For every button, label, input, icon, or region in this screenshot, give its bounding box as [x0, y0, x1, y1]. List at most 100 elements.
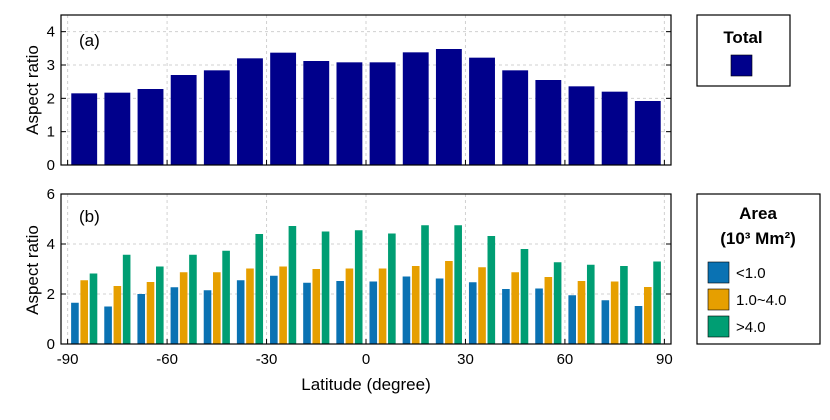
bar-a-Total--55 [170, 75, 197, 165]
bar-b-1.0~4.0--5 [345, 268, 354, 344]
legend-area: Area (10³ Mm²) <1.0 1.0~4.0 >4.0 [696, 193, 821, 345]
b-ytick-label: 6 [47, 186, 55, 203]
a-ytick-label: 0 [47, 157, 55, 174]
bar-b-1.0~4.0--65 [146, 282, 155, 344]
bar-a-Total-65 [568, 86, 595, 165]
yticks-a: 0 1 2 3 4 [47, 24, 671, 174]
bar-b-<1.0-65 [568, 295, 577, 344]
b-ytick-label: 0 [47, 336, 55, 353]
legend-swatch-0 [707, 261, 730, 284]
bar-b-1.0~4.0-85 [643, 287, 652, 344]
bar-b->4.0--45 [222, 250, 230, 344]
bar-b-<1.0-15 [402, 276, 411, 344]
legend-swatch-2 [707, 315, 730, 338]
panel-b: 0 2 4 6 -90 -60 -30 0 30 60 90 (b) Aspect ratio L… [23, 160, 673, 394]
bar-a-Total--75 [104, 92, 131, 165]
legend-swatch-1 [707, 288, 730, 311]
bar-b->4.0--35 [255, 234, 264, 344]
a-ytick-label: 4 [47, 24, 55, 41]
bar-b-<1.0--45 [203, 290, 212, 344]
bar-b-<1.0--15 [303, 282, 311, 344]
bar-b->4.0-45 [520, 249, 529, 344]
panel-b-label: (b) [79, 207, 100, 226]
bar-b-1.0~4.0-5 [378, 268, 387, 344]
bar-b-<1.0--5 [336, 281, 344, 344]
bar-b->4.0-85 [653, 261, 661, 344]
bar-b-1.0~4.0--85 [80, 280, 89, 344]
bar-b-1.0~4.0--75 [113, 286, 122, 344]
bar-b-<1.0-85 [634, 306, 643, 344]
b-ytick-label: 4 [47, 236, 55, 253]
a-ytick-label: 2 [47, 90, 55, 107]
yticks-b: 0 2 4 6 [47, 186, 671, 353]
bar-b->4.0-5 [388, 233, 396, 344]
bar-a-Total-15 [402, 52, 429, 166]
bar-b->4.0-65 [586, 264, 595, 344]
bar-b->4.0--55 [189, 254, 197, 344]
bar-a-Total--5 [336, 62, 363, 166]
bar-b->4.0-15 [421, 225, 429, 344]
bar-b-<1.0-35 [468, 282, 477, 344]
xtick-label: 0 [362, 351, 370, 368]
bar-a-Total-85 [634, 101, 661, 165]
legend-total-swatch [730, 54, 753, 77]
bar-b-1.0~4.0-65 [577, 281, 586, 344]
bar-a-Total--85 [71, 93, 98, 165]
bar-a-Total-5 [369, 62, 396, 166]
legend-item-label: 1.0~4.0 [736, 292, 786, 309]
bars-b [71, 225, 661, 344]
bar-b->4.0-75 [620, 266, 628, 344]
bar-b-<1.0-75 [601, 300, 610, 344]
b-ytick-label: 2 [47, 286, 55, 303]
bar-b->4.0-25 [454, 225, 462, 344]
bar-b-<1.0-45 [502, 289, 510, 344]
xtick-label: 90 [656, 351, 673, 368]
bar-b->4.0-55 [553, 262, 562, 344]
bar-b-<1.0-25 [435, 278, 444, 344]
bar-b-1.0~4.0-75 [610, 281, 619, 344]
bar-b-<1.0--25 [270, 275, 278, 344]
grid-a [61, 15, 671, 166]
xtick-label: 30 [457, 351, 474, 368]
panel-a-label: (a) [79, 31, 100, 50]
xtick-label: -90 [57, 351, 79, 368]
bar-a-Total--25 [270, 52, 297, 165]
bar-a-Total-45 [502, 70, 529, 165]
xtick-label: -60 [156, 351, 178, 368]
bar-b-<1.0-5 [369, 281, 378, 344]
bar-b->4.0--25 [288, 226, 297, 344]
legend-total: Total [696, 14, 791, 87]
a-ytick-label: 3 [47, 57, 55, 74]
panel-a-ylabel: Aspect ratio [23, 45, 42, 135]
legend-total-title: Total [723, 28, 762, 47]
grid-b [61, 193, 671, 345]
xtick-label: 60 [557, 351, 574, 368]
bar-b-1.0~4.0--45 [213, 272, 221, 344]
bar-b->4.0--5 [354, 230, 363, 344]
bar-b->4.0--15 [321, 231, 330, 344]
bar-b->4.0--85 [89, 273, 98, 344]
legend-area-title: Area [739, 204, 777, 223]
bar-b-1.0~4.0--35 [246, 268, 254, 344]
xtick-label: -30 [256, 351, 278, 368]
bar-a-Total-75 [601, 91, 628, 165]
bar-a-Total-25 [435, 49, 462, 165]
bar-b->4.0--65 [155, 266, 164, 344]
legend-area-items: <1.0 1.0~4.0 >4.0 [707, 261, 786, 338]
bar-b-<1.0--75 [104, 306, 112, 344]
bar-b-1.0~4.0-45 [511, 272, 519, 344]
bar-b-<1.0--65 [137, 294, 146, 344]
bar-a-Total--35 [237, 58, 263, 166]
bar-a-Total-35 [469, 57, 495, 165]
bar-b-<1.0--85 [71, 302, 79, 344]
legend-item-label: >4.0 [736, 319, 766, 336]
bar-b-1.0~4.0--25 [279, 266, 287, 344]
bar-b-1.0~4.0-25 [445, 261, 453, 344]
panel-a: 0 1 2 3 4 (a) Aspect ratio [23, 14, 672, 174]
bar-b-1.0~4.0-55 [544, 277, 553, 344]
a-ytick-label: 1 [47, 124, 55, 141]
bar-b-1.0~4.0-15 [411, 266, 420, 344]
bars-a [71, 49, 661, 166]
bar-a-Total-55 [535, 80, 562, 165]
